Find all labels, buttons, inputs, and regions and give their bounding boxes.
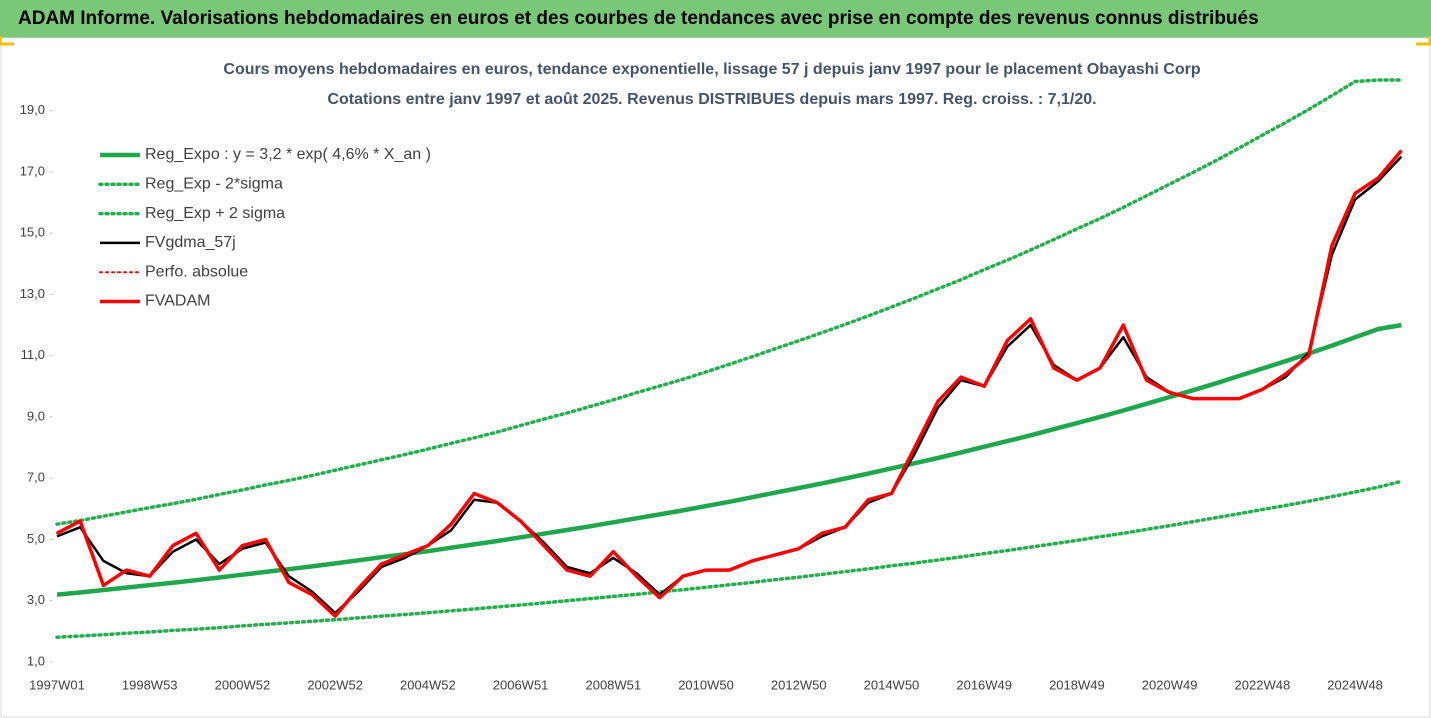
legend-label: Perfo. absolue <box>145 263 248 280</box>
legend-label: Reg_Expo : y = 3,2 * exp( 4,6% * X_an ) <box>145 146 431 163</box>
x-tick-label: 1997W01 <box>29 677 85 692</box>
x-tick-label: 2016W49 <box>956 677 1012 692</box>
y-tick-label: 7,0 <box>27 470 45 485</box>
x-tick-label: 2022W48 <box>1235 677 1291 692</box>
series-line <box>55 78 1404 526</box>
header-title: ADAM Informe. Valorisations hebdomadaire… <box>18 8 1259 29</box>
x-tick-label: 2008W51 <box>585 677 641 692</box>
x-tick-label: 2002W52 <box>307 677 363 692</box>
legend-label: Reg_Exp + 2 sigma <box>145 205 285 222</box>
legend-label: Reg_Exp - 2*sigma <box>145 176 283 193</box>
header-bar <box>0 0 1431 38</box>
legend-label: FVgdma_57j <box>145 234 236 251</box>
chart-title: Cours moyens hebdomadaires en euros, ten… <box>223 61 1200 78</box>
y-tick-label: 9,0 <box>27 408 45 423</box>
x-tick-label: 1998W53 <box>122 677 178 692</box>
y-tick-label: 13,0 <box>20 286 45 301</box>
y-tick-label: 17,0 <box>20 163 45 178</box>
y-tick-label: 3,0 <box>27 592 45 607</box>
x-tick-label: 2024W48 <box>1327 677 1383 692</box>
chart-area <box>0 37 1431 718</box>
x-tick-label: 2000W52 <box>215 677 271 692</box>
y-tick-label: 1,0 <box>27 653 45 668</box>
x-tick-label: 2018W49 <box>1049 677 1105 692</box>
x-tick-label: 2010W50 <box>678 677 734 692</box>
x-tick-label: 2006W51 <box>493 677 549 692</box>
y-tick-label: 19,0 <box>20 102 45 117</box>
x-tick-label: 2012W50 <box>771 677 827 692</box>
series-line <box>56 149 1403 618</box>
corner-marks <box>0 36 1431 46</box>
x-tick-label: 2020W49 <box>1142 677 1198 692</box>
y-tick-label: 5,0 <box>27 531 45 546</box>
y-tick-label: 15,0 <box>20 225 45 240</box>
series-line <box>55 479 1404 639</box>
legend-label: FVADAM <box>145 293 210 310</box>
x-tick-label: 2004W52 <box>400 677 456 692</box>
y-tick-label: 11,0 <box>21 347 45 362</box>
x-tick-label: 2014W50 <box>864 677 920 692</box>
chart-subtitle: Cotations entre janv 1997 et août 2025. … <box>327 91 1096 108</box>
